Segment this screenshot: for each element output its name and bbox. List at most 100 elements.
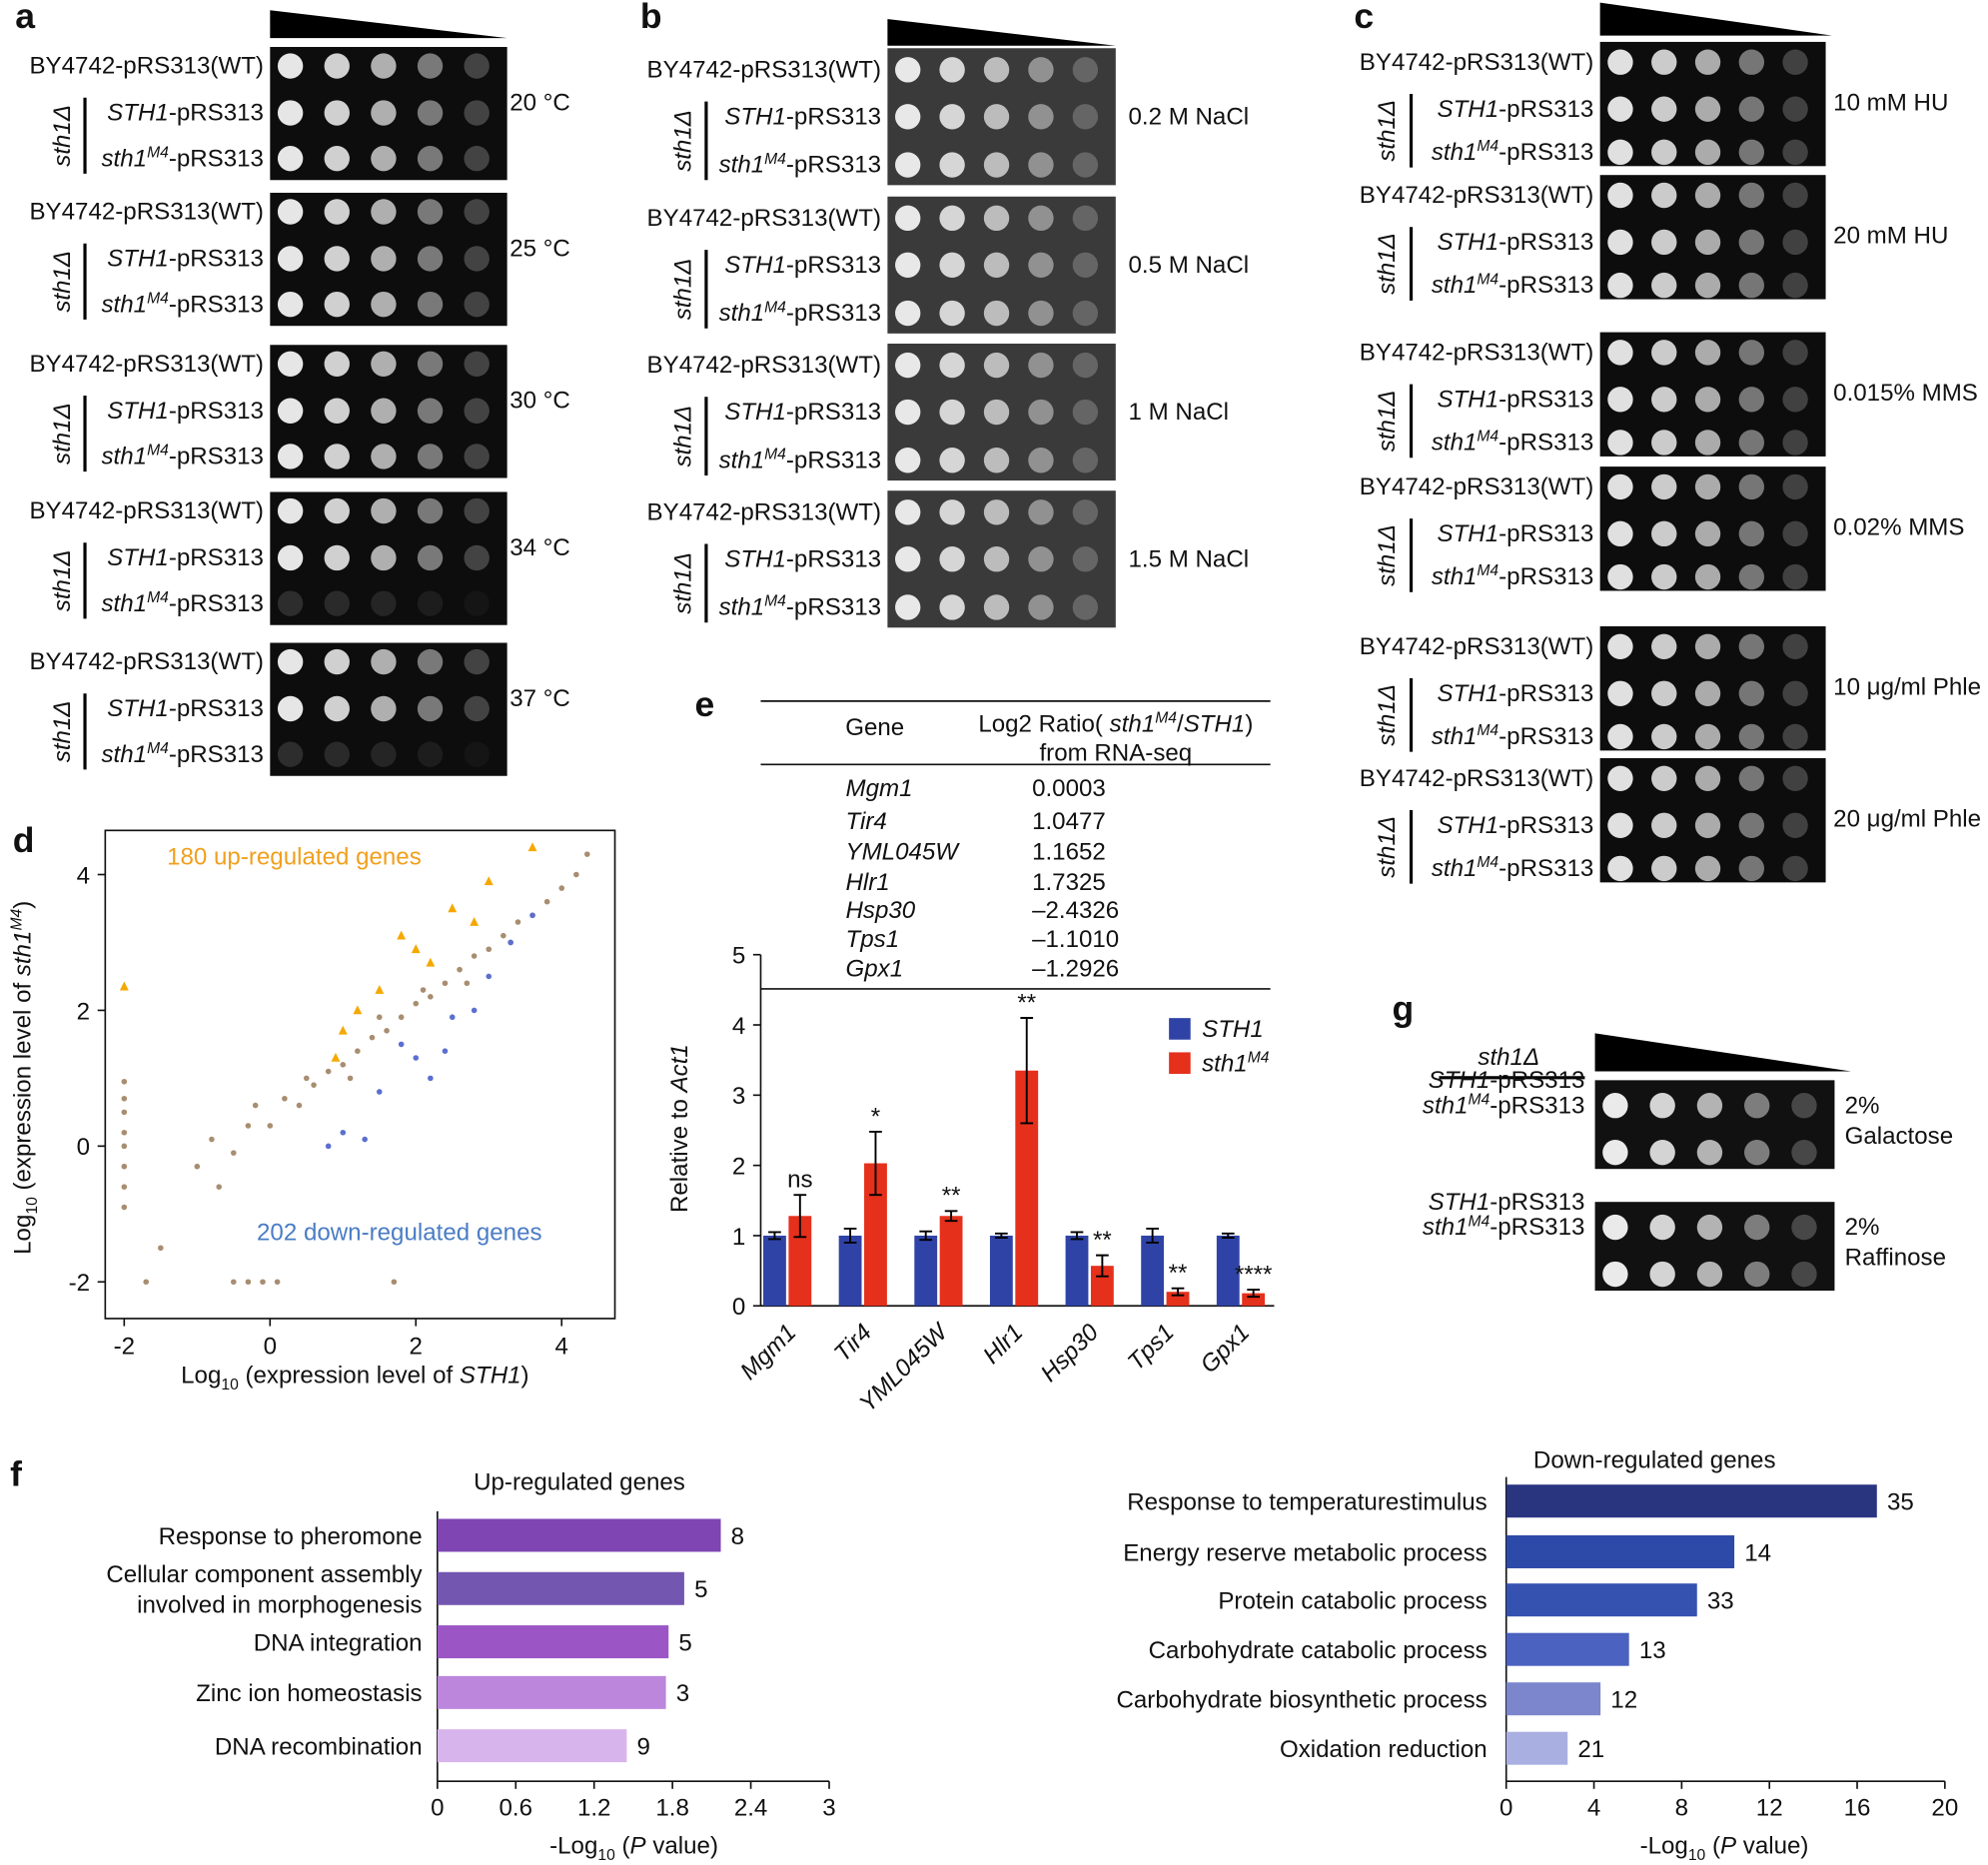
bar — [1216, 1235, 1240, 1307]
colony-spot — [1651, 633, 1677, 660]
point — [325, 1143, 332, 1150]
text-part: STH1 — [107, 100, 169, 127]
significance-label: ** — [1093, 1227, 1112, 1254]
colony-spot — [983, 546, 1010, 572]
colony-spot — [324, 590, 350, 616]
colony-spot — [277, 351, 304, 377]
error-bar — [843, 1227, 857, 1244]
group-label: sth1Δ — [49, 700, 76, 762]
point — [391, 1279, 398, 1286]
colony-spot — [895, 205, 921, 232]
x-tick-label: Hlr1 — [978, 1319, 1028, 1369]
strain-label: BY4742-pRS313(WT) — [647, 56, 881, 83]
colony-spot — [1072, 152, 1099, 178]
text-part: sth1 — [1432, 723, 1478, 750]
text-part: -pRS313 — [786, 594, 881, 621]
y-tick-label: 2 — [732, 1154, 745, 1181]
table-gene: Tps1 — [846, 926, 900, 953]
x-tick-label: 8 — [1675, 1794, 1688, 1821]
colony-spot — [465, 590, 490, 615]
text-part: M4 — [764, 299, 786, 316]
significance-label: ** — [1169, 1260, 1188, 1287]
colony-spot — [1694, 96, 1721, 122]
condition-label: 0.5 M NaCl — [1129, 252, 1250, 279]
colony-spot — [895, 399, 921, 426]
x-tick-label: Tps1 — [1123, 1319, 1180, 1376]
strain-label: BY4742-pRS313(WT) — [1360, 633, 1594, 660]
group-label: sth1Δ — [670, 406, 697, 467]
colony-spot — [277, 695, 304, 722]
y-tick-label: Carbohydrate biosynthetic process — [1116, 1687, 1487, 1714]
point — [428, 1075, 434, 1082]
text-part: -pRS313 — [169, 444, 264, 470]
colony-spot — [1651, 765, 1677, 791]
colony-spot — [1607, 680, 1633, 706]
group-label: sth1Δ — [49, 549, 76, 611]
group-label: sth1Δ — [1374, 524, 1401, 586]
x-tick-label: 0 — [431, 1794, 444, 1821]
strain-label: BY4742-pRS313(WT) — [29, 497, 264, 524]
text-part: -pRS313 — [169, 398, 264, 425]
colony-spot — [1696, 1261, 1723, 1288]
panel-label: e — [694, 684, 714, 724]
colony-spot — [277, 53, 304, 79]
colony-spot — [1696, 1214, 1723, 1241]
bar — [437, 1675, 666, 1709]
text-part: sth1 — [1202, 1050, 1248, 1077]
colony-spot — [1782, 387, 1808, 413]
colony-spot — [1602, 1140, 1628, 1166]
colony-spot — [371, 398, 397, 424]
text-part: M4 — [147, 443, 169, 460]
strain-label: STH1-pRS313 — [107, 100, 264, 127]
strain-label: sth1M4-pRS313 — [1432, 562, 1593, 590]
colony-spot — [324, 100, 350, 126]
group-label: sth1Δ — [49, 251, 76, 313]
colony-spot — [1602, 1261, 1628, 1288]
colony-spot — [1782, 430, 1808, 456]
colony-spot — [1649, 1140, 1675, 1166]
colony-spot — [1782, 49, 1808, 75]
point — [471, 953, 478, 959]
panel-label: c — [1354, 0, 1374, 36]
chart-title: Up-regulated genes — [474, 1468, 685, 1495]
colony-spot — [371, 146, 397, 172]
significance-label: ** — [1017, 989, 1036, 1016]
colony-spot — [1696, 1093, 1723, 1119]
strain-label: STH1-pRS313 — [1429, 1067, 1585, 1094]
x-tick-label: Mgm1 — [735, 1319, 801, 1385]
text-part: M4 — [1477, 854, 1498, 871]
point — [121, 1095, 128, 1102]
text-part: STH1 — [107, 544, 169, 571]
colony-spot — [1028, 448, 1054, 473]
strain-label: sth1M4-pRS313 — [101, 443, 263, 470]
strain-label: STH1-pRS313 — [1429, 1189, 1585, 1216]
colony-spot — [371, 53, 397, 79]
text-part: ( — [615, 1833, 630, 1860]
colony-spot — [324, 544, 350, 571]
text-part: M4 — [1477, 429, 1498, 446]
strain-label: BY4742-pRS313(WT) — [647, 498, 881, 525]
strain-label: sth1M4-pRS313 — [1432, 271, 1593, 299]
y-tick-label: 0 — [732, 1294, 745, 1321]
colony-spot — [939, 300, 965, 327]
x-tick-label: 0.6 — [499, 1794, 533, 1821]
colony-spot — [277, 246, 304, 272]
strain-label: STH1-pRS313 — [1438, 386, 1594, 413]
text-part: STH1 — [1438, 680, 1499, 707]
bar — [1065, 1235, 1089, 1307]
group-label: sth1Δ — [1374, 391, 1401, 453]
group-label: sth1Δ — [670, 259, 697, 321]
colony-spot — [417, 398, 444, 424]
annotation: 202 down-regulated genes — [257, 1219, 542, 1246]
text-part: sth1 — [1423, 1214, 1469, 1241]
group-label: sth1Δ — [670, 552, 697, 614]
colony-spot — [417, 648, 444, 675]
colony-spot — [1694, 855, 1721, 882]
significance-label: **** — [1235, 1261, 1273, 1288]
table-gene: Mgm1 — [846, 775, 913, 802]
colony-spot — [417, 53, 444, 79]
strain-label: BY4742-pRS313(WT) — [29, 648, 264, 675]
text-part: ( — [1705, 1833, 1720, 1860]
group-label: sth1Δ — [1478, 1044, 1539, 1071]
colony-spot — [1651, 272, 1677, 299]
